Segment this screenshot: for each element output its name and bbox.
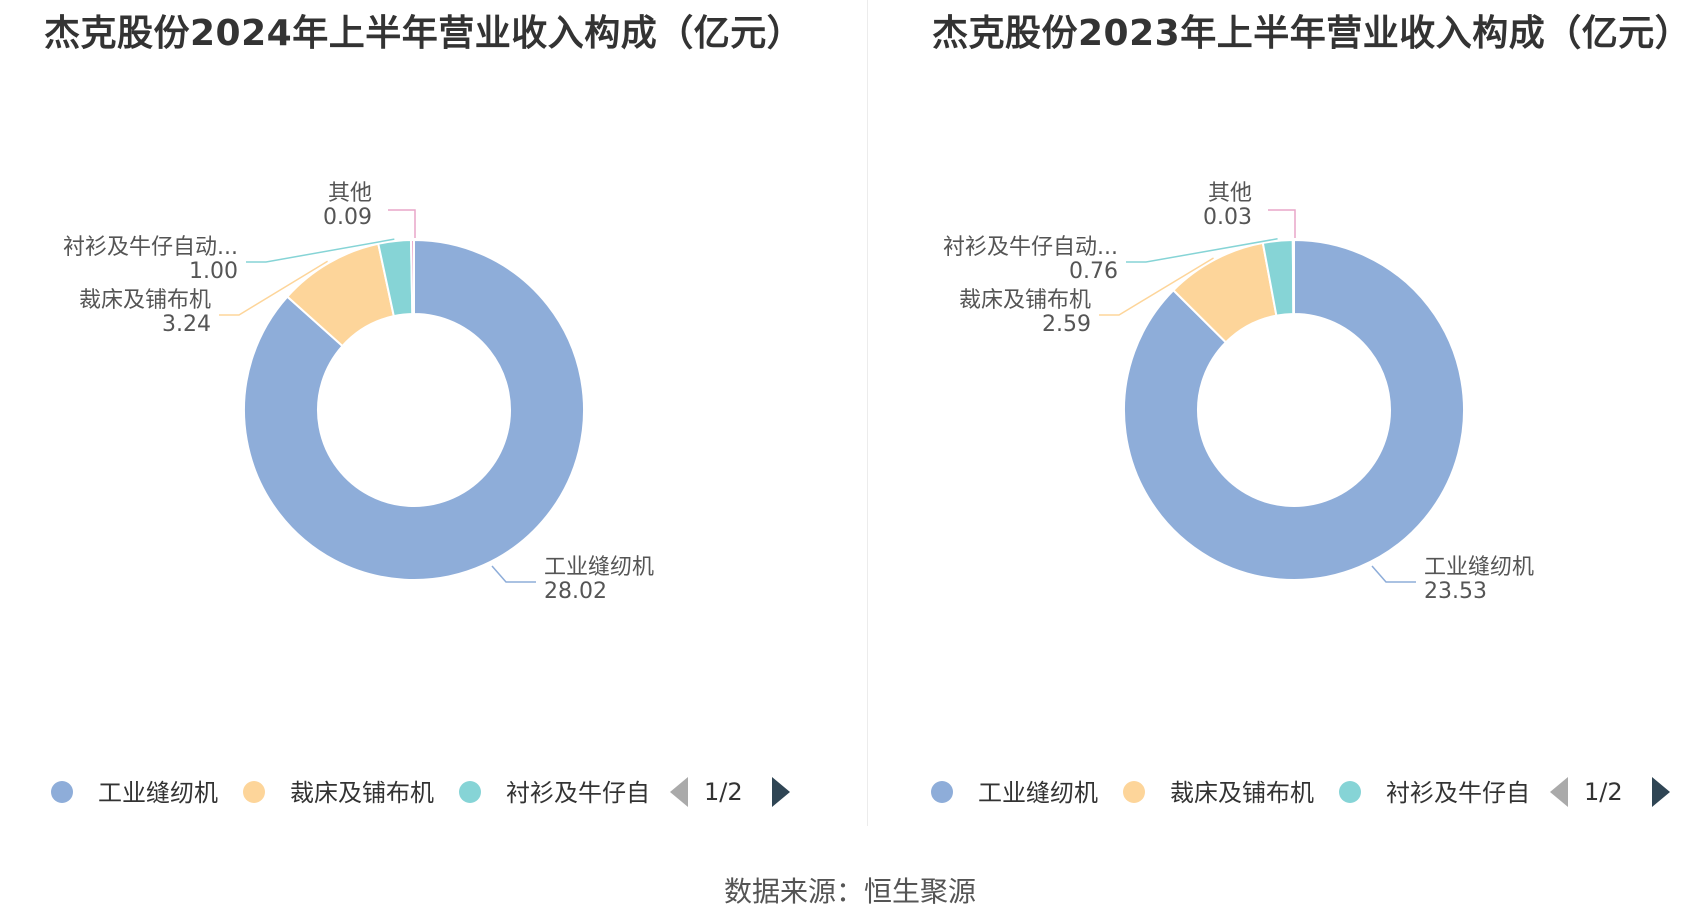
legend-marker-2024-0[interactable] bbox=[51, 781, 73, 803]
slice-label-name-2023-0: 工业缝纫机 bbox=[1424, 555, 1534, 580]
legend-marker-2023-0[interactable] bbox=[931, 781, 953, 803]
leader-line-2023-3 bbox=[1268, 209, 1296, 238]
slice-label-name-2023-2: 衬衫及牛仔自动... bbox=[943, 235, 1118, 260]
chart-title-2023: 杰克股份2023年上半年营业收入构成（亿元） bbox=[932, 13, 1692, 54]
panel-divider bbox=[867, 0, 868, 826]
legend-item-2023-0[interactable]: 工业缝纫机 bbox=[978, 779, 1098, 807]
legend-item-2024-2[interactable]: 衬衫及牛仔自 bbox=[506, 779, 650, 807]
leader-line-2023-1 bbox=[1099, 257, 1214, 316]
legend-prev-icon[interactable] bbox=[1550, 777, 1568, 807]
slice-2024-0[interactable] bbox=[243, 238, 585, 581]
slice-2023-0[interactable] bbox=[1123, 238, 1465, 581]
legend-item-2023-1[interactable]: 裁床及铺布机 bbox=[1170, 779, 1314, 807]
slice-label-value-2024-0: 28.02 bbox=[544, 579, 607, 604]
legend-item-2024-0[interactable]: 工业缝纫机 bbox=[98, 779, 218, 807]
legend-page-indicator: 1/2 bbox=[704, 778, 743, 806]
legend-page-indicator: 1/2 bbox=[1584, 778, 1623, 806]
slice-label-value-2024-1: 3.24 bbox=[162, 312, 211, 337]
donut-charts: 工业缝纫机28.02裁床及铺布机3.24衬衫及牛仔自动...1.00其他0.09… bbox=[51, 181, 1670, 807]
legend-next-icon[interactable] bbox=[772, 777, 790, 807]
legend-prev-icon[interactable] bbox=[670, 777, 688, 807]
leader-line-2023-0 bbox=[1371, 565, 1416, 583]
slice-label-name-2024-2: 衬衫及牛仔自动... bbox=[63, 235, 238, 260]
legend-next-icon[interactable] bbox=[1652, 777, 1670, 807]
slice-2024-3[interactable] bbox=[410, 238, 415, 316]
leader-line-2023-2 bbox=[1126, 238, 1278, 263]
leader-line-2024-2 bbox=[246, 238, 395, 263]
slice-label-value-2023-2: 0.76 bbox=[1069, 259, 1118, 284]
legend-item-2024-1[interactable]: 裁床及铺布机 bbox=[290, 779, 434, 807]
slice-label-name-2023-1: 裁床及铺布机 bbox=[959, 288, 1091, 313]
slice-label-name-2024-1: 裁床及铺布机 bbox=[79, 288, 211, 313]
slice-label-name-2023-3: 其他 bbox=[1208, 181, 1252, 206]
slice-2023-3[interactable] bbox=[1291, 238, 1295, 316]
slice-label-value-2024-2: 1.00 bbox=[189, 259, 238, 284]
legend-marker-2024-1[interactable] bbox=[243, 781, 265, 803]
leader-line-2024-1 bbox=[219, 260, 328, 316]
chart-title-2024: 杰克股份2024年上半年营业收入构成（亿元） bbox=[44, 13, 804, 54]
slice-label-value-2023-1: 2.59 bbox=[1042, 312, 1091, 337]
slice-label-name-2024-3: 其他 bbox=[328, 181, 372, 206]
legend-marker-2023-2[interactable] bbox=[1339, 781, 1361, 803]
slice-label-value-2024-3: 0.09 bbox=[323, 205, 372, 230]
leader-line-2024-0 bbox=[491, 565, 536, 583]
leader-line-2024-3 bbox=[388, 209, 416, 238]
data-source: 数据来源：恒生聚源 bbox=[723, 875, 976, 908]
slice-label-name-2024-0: 工业缝纫机 bbox=[544, 555, 654, 580]
legend-marker-2024-2[interactable] bbox=[459, 781, 481, 803]
legend-item-2023-2[interactable]: 衬衫及牛仔自 bbox=[1386, 779, 1530, 807]
legend-2023: 工业缝纫机 裁床及铺布机 衬衫及牛仔自 1/2 bbox=[931, 777, 1670, 807]
legend-2024: 工业缝纫机 裁床及铺布机 衬衫及牛仔自 1/2 bbox=[51, 777, 790, 807]
legend-marker-2023-1[interactable] bbox=[1123, 781, 1145, 803]
slice-label-value-2023-3: 0.03 bbox=[1203, 205, 1252, 230]
slice-label-value-2023-0: 23.53 bbox=[1424, 579, 1487, 604]
